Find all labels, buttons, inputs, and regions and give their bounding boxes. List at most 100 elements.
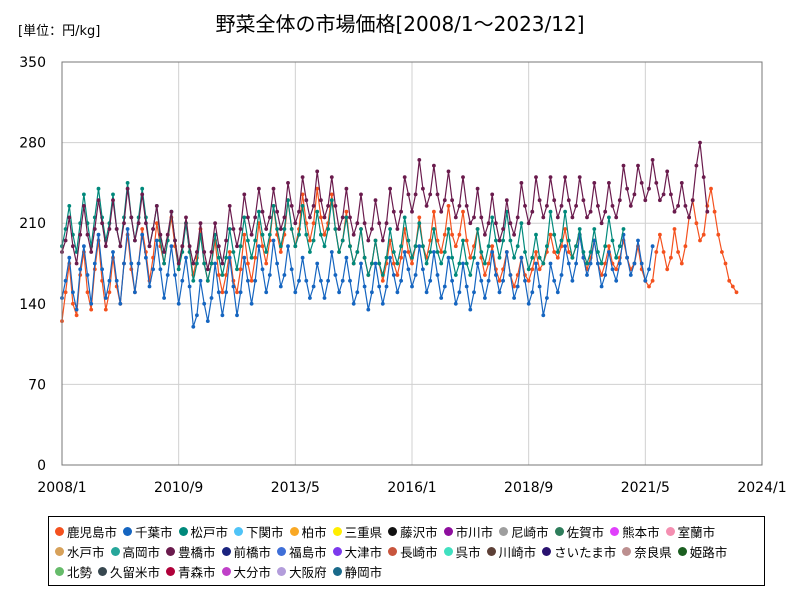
data-point [566,250,571,254]
data-point [490,250,495,254]
data-point [552,232,557,237]
data-point [249,301,254,306]
data-point [435,250,440,254]
data-point [260,232,265,237]
data-point [574,204,578,208]
data-point [85,232,90,237]
data-point [340,238,345,243]
data-point [504,198,509,203]
data-point [410,209,414,214]
data-point [264,250,269,254]
legend-label: 福島市 [289,544,327,560]
data-point [457,290,462,295]
data-point [526,267,531,272]
data-point [501,238,505,243]
chart-title: 野菜全体の市場価格[2008/1～2023/12] [215,12,585,36]
data-point [67,215,72,220]
data-point [388,227,392,231]
data-point [122,261,126,266]
data-point [698,140,702,145]
data-point [607,181,611,185]
data-point [698,238,702,243]
data-point [289,227,294,231]
data-point [300,255,305,260]
legend-label: 水戸市 [67,544,105,560]
x-tick-label: 2016/1 [387,480,436,496]
data-point [552,250,557,254]
legend-label: 長崎市 [400,544,438,560]
data-point [136,221,141,226]
data-point [402,215,407,220]
y-tick-label: 210 [19,216,46,232]
data-point [275,261,279,266]
data-point [526,301,531,306]
data-point [151,267,156,272]
x-tick-label: 2024/1 [737,480,786,496]
data-point [632,192,637,197]
data-point [344,255,349,260]
data-point [461,209,465,214]
data-point [224,290,229,295]
data-point [322,296,327,300]
data-point [246,278,250,283]
legend-item: 佐賀市 [554,521,604,541]
data-point [202,301,207,306]
legend-label: 熊本市 [622,524,660,540]
data-point [534,261,538,266]
data-point [442,250,447,254]
data-point [85,290,90,295]
data-point [300,192,305,197]
data-point [486,278,491,283]
data-point [249,232,254,237]
data-point [512,232,516,237]
legend-marker-icon [677,546,687,556]
data-point [432,250,436,254]
data-point [468,307,473,312]
data-point [614,278,619,283]
data-point [384,284,389,289]
data-point [523,250,527,254]
data-point [457,232,462,237]
data-point [399,278,403,283]
data-point [227,255,232,260]
data-point [683,204,688,208]
data-point [176,261,181,266]
data-point [647,267,651,272]
data-point [187,244,192,249]
data-point [607,215,611,220]
data-point [490,244,495,249]
data-point [599,261,604,266]
x-tick-label: 2013/5 [271,480,320,496]
legend-marker-icon [486,546,496,556]
data-point [650,244,655,249]
data-point [191,324,196,329]
data-point [453,244,458,249]
data-point [417,158,422,162]
data-point [231,284,236,289]
data-point [530,255,535,260]
data-point [63,227,68,231]
data-point [216,290,221,295]
data-point [114,278,119,283]
data-point [362,255,367,260]
data-point [439,209,444,214]
data-point [672,209,677,214]
data-point [92,227,97,231]
legend-label: 鹿児島市 [67,524,118,540]
data-point [519,255,524,260]
data-point [264,261,269,266]
data-point [71,244,75,249]
data-point [373,261,378,266]
data-point [154,238,159,243]
data-point [82,244,86,249]
data-point [617,198,622,203]
legend-label: 藤沢市 [400,524,438,540]
data-point [632,261,637,266]
legend-label: 千葉市 [135,524,173,540]
data-point [676,204,680,208]
data-point [224,273,229,277]
data-point [96,186,101,191]
data-point [639,181,644,185]
data-point [205,267,210,272]
data-point [293,221,298,226]
